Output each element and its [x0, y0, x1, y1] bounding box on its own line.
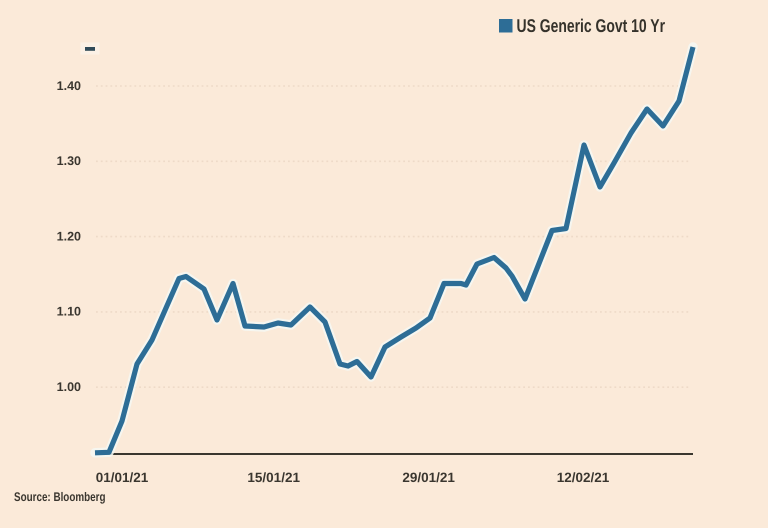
svg-text:US Generic Govt 10 Yr: US Generic Govt 10 Yr: [517, 15, 666, 36]
svg-text:12/02/21: 12/02/21: [557, 470, 610, 485]
svg-text:01/01/21: 01/01/21: [96, 470, 149, 485]
svg-text:1.40: 1.40: [57, 79, 81, 93]
svg-text:15/01/21: 15/01/21: [247, 470, 300, 485]
svg-text:1.30: 1.30: [57, 154, 81, 168]
svg-text:1.20: 1.20: [57, 229, 81, 243]
svg-text:29/01/21: 29/01/21: [402, 470, 455, 485]
svg-text:Source: Bloomberg: Source: Bloomberg: [14, 490, 106, 504]
svg-text:1.00: 1.00: [57, 380, 81, 394]
svg-text:1.10: 1.10: [57, 305, 81, 319]
